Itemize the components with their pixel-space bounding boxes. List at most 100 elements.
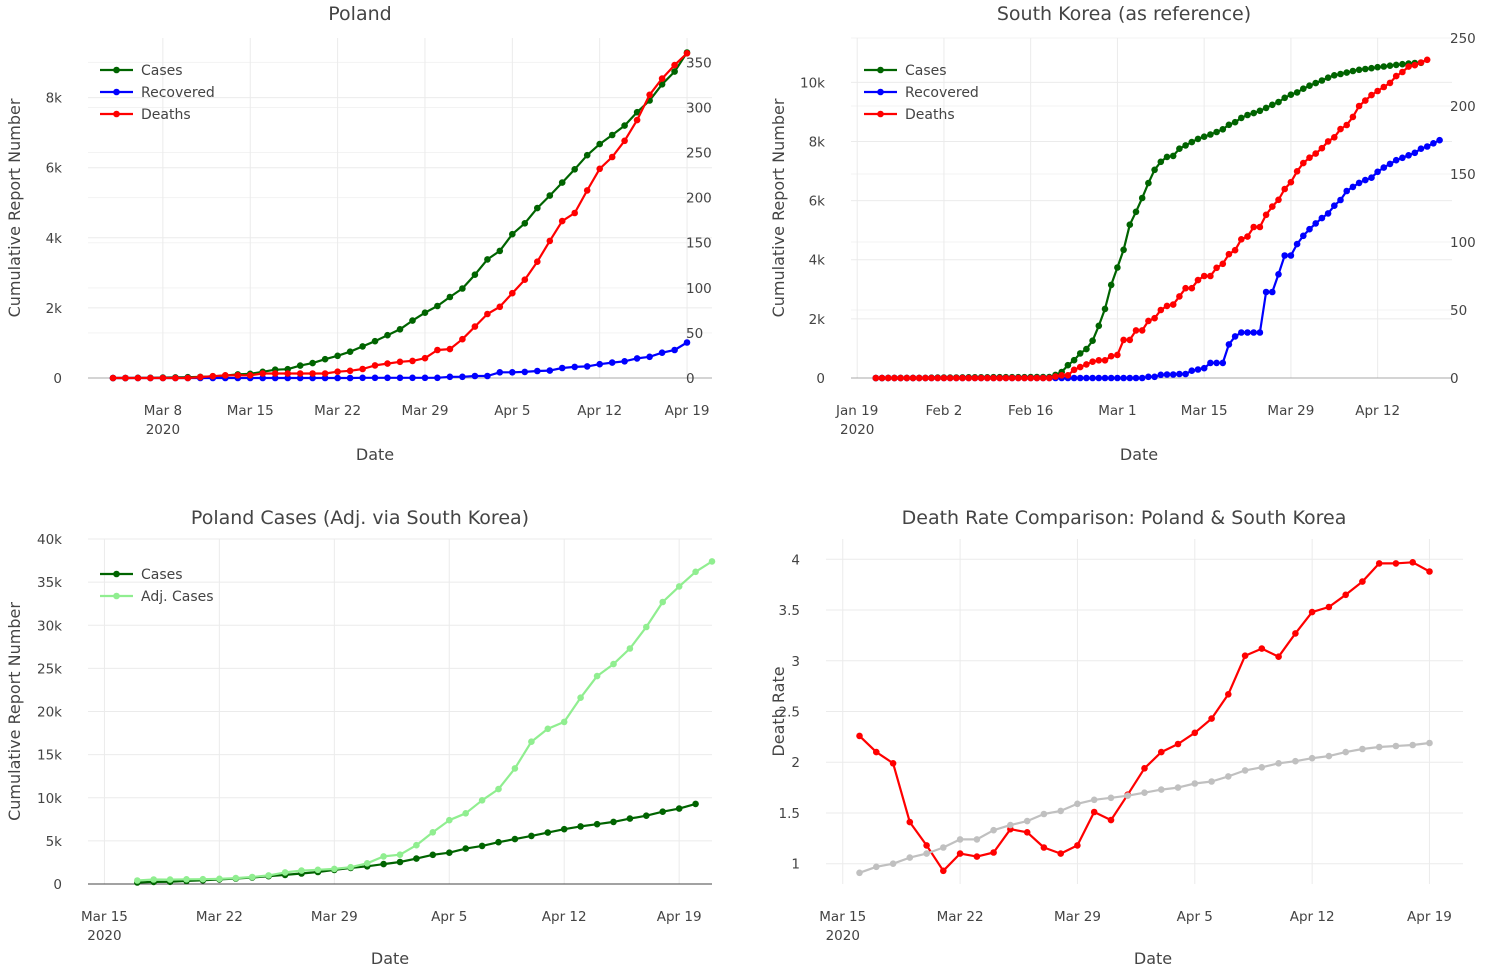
data-point bbox=[675, 583, 683, 590]
data-point bbox=[1359, 745, 1366, 753]
data-point bbox=[1074, 800, 1081, 808]
legend-label[interactable]: Cases bbox=[141, 63, 183, 79]
data-point bbox=[1337, 196, 1344, 204]
data-point bbox=[1095, 322, 1103, 330]
data-point bbox=[1392, 61, 1400, 69]
data-point bbox=[965, 374, 972, 382]
data-point bbox=[1380, 164, 1388, 171]
data-point bbox=[683, 339, 691, 346]
data-point bbox=[577, 823, 584, 830]
data-point bbox=[1231, 118, 1239, 126]
data-point bbox=[1145, 373, 1152, 381]
data-point bbox=[1238, 236, 1245, 243]
y-tick-label: 4k bbox=[46, 231, 63, 247]
data-point bbox=[413, 841, 420, 849]
data-point bbox=[1380, 63, 1388, 70]
data-point bbox=[1083, 361, 1090, 368]
data-point bbox=[421, 374, 429, 382]
data-point bbox=[659, 808, 666, 815]
data-point bbox=[1281, 94, 1288, 102]
data-point bbox=[1182, 142, 1189, 149]
data-point bbox=[1244, 329, 1251, 336]
series-line bbox=[858, 561, 1431, 872]
data-point bbox=[509, 289, 516, 297]
data-point bbox=[1090, 808, 1098, 816]
data-point bbox=[1120, 374, 1127, 382]
x-tick-label: Mar 29 bbox=[1267, 403, 1314, 419]
y-axis-label: Cumulative Report Number bbox=[5, 98, 24, 317]
data-point bbox=[873, 863, 880, 871]
data-point bbox=[922, 374, 929, 382]
data-point bbox=[471, 372, 479, 380]
data-point bbox=[1281, 252, 1288, 259]
data-point bbox=[1380, 83, 1388, 91]
data-point bbox=[184, 374, 192, 382]
y-tick-label: 35k bbox=[37, 575, 62, 591]
data-point bbox=[298, 867, 305, 874]
legend-label[interactable]: Adj. Cases bbox=[141, 589, 214, 605]
data-point bbox=[1002, 374, 1010, 382]
data-point bbox=[984, 374, 991, 382]
data-point bbox=[396, 326, 404, 333]
data-point bbox=[1107, 794, 1115, 802]
data-point bbox=[528, 738, 535, 745]
data-point bbox=[1007, 821, 1014, 829]
data-point bbox=[446, 816, 453, 824]
data-point bbox=[643, 812, 650, 819]
data-point bbox=[1306, 82, 1313, 89]
data-point bbox=[1275, 98, 1282, 106]
data-point bbox=[906, 818, 914, 826]
data-point bbox=[1058, 372, 1065, 379]
y2-tick-label: 100 bbox=[1450, 235, 1476, 251]
data-point bbox=[1256, 223, 1264, 231]
legend-label[interactable]: Deaths bbox=[141, 107, 191, 123]
data-point bbox=[1040, 844, 1048, 851]
data-point bbox=[1293, 168, 1301, 175]
data-point bbox=[509, 369, 516, 376]
data-point bbox=[429, 851, 437, 859]
data-point bbox=[232, 874, 240, 882]
data-point bbox=[621, 122, 628, 129]
legend-label[interactable]: Cases bbox=[141, 567, 183, 583]
data-point bbox=[1021, 374, 1028, 382]
y-tick-label: 25k bbox=[37, 661, 62, 677]
data-point bbox=[172, 374, 179, 382]
data-point bbox=[1225, 691, 1232, 698]
data-point bbox=[1057, 807, 1064, 815]
data-point bbox=[1174, 784, 1182, 791]
data-point bbox=[1039, 374, 1047, 382]
data-point bbox=[1368, 91, 1375, 99]
data-point bbox=[371, 374, 379, 382]
data-point bbox=[1008, 374, 1016, 382]
data-point bbox=[1076, 374, 1084, 382]
y-tick-label: 30k bbox=[37, 618, 62, 634]
data-point bbox=[396, 858, 404, 866]
data-point bbox=[1343, 187, 1350, 195]
legend-label[interactable]: Recovered bbox=[905, 85, 979, 101]
chart-title: Death Rate Comparison: Poland & South Ko… bbox=[902, 507, 1347, 529]
legend-swatch-marker bbox=[113, 66, 120, 74]
data-point bbox=[1107, 374, 1115, 382]
data-point bbox=[1417, 59, 1425, 66]
data-point bbox=[1312, 79, 1319, 87]
data-point bbox=[546, 367, 554, 374]
data-point bbox=[1182, 370, 1189, 378]
legend-swatch-marker bbox=[113, 88, 120, 96]
data-point bbox=[1176, 293, 1183, 300]
data-point bbox=[1269, 203, 1276, 210]
data-point bbox=[891, 374, 898, 382]
data-point bbox=[1300, 232, 1307, 240]
legend-label[interactable]: Recovered bbox=[141, 85, 215, 101]
data-point bbox=[199, 875, 207, 883]
y2-tick-label: 200 bbox=[1450, 99, 1476, 115]
data-point bbox=[884, 374, 892, 382]
legend-label[interactable]: Deaths bbox=[905, 107, 955, 123]
y-tick-label: 20k bbox=[37, 705, 62, 721]
legend-swatch-marker bbox=[113, 110, 120, 118]
data-point bbox=[1151, 314, 1158, 322]
legend-label[interactable]: Cases bbox=[905, 63, 947, 79]
y2-tick-label: 0 bbox=[1450, 371, 1459, 387]
data-point bbox=[1392, 742, 1400, 750]
data-point bbox=[1169, 301, 1177, 308]
data-point bbox=[1107, 352, 1115, 360]
